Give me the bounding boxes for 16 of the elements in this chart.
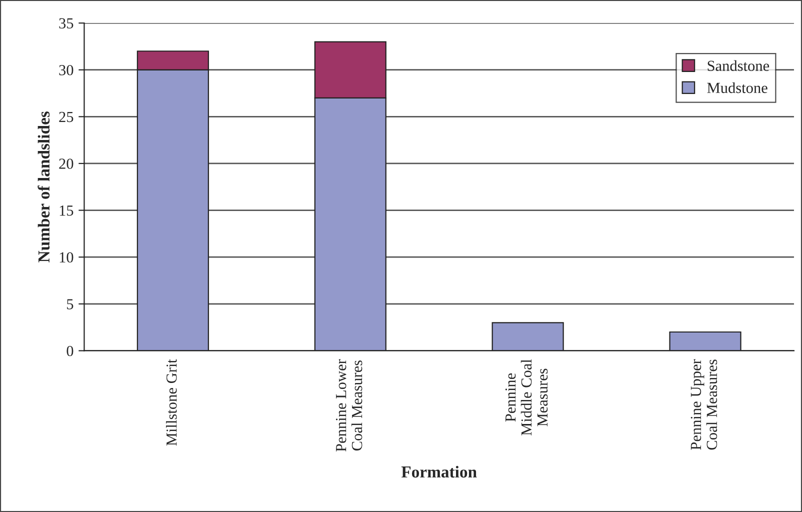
y-tick-label: 10 [60,252,74,263]
y-tick-label: 5 [67,299,74,310]
x-tick-label: Pennine Middle Coal Measures [505,359,548,436]
x-tick-label: Millstone Grit [166,359,177,446]
y-tick-label: 0 [66,346,74,356]
y-tick-label: 20 [59,158,74,169]
x-tick-label: Pennine Upper Coal Measures [690,359,718,450]
y-tick-label: 25 [59,112,74,122]
y-axis-title: Number of landslides [38,111,50,262]
legend-label: Mudstone [707,82,768,94]
y-tick-label: 35 [59,18,74,28]
legend-label: Sandstone [708,60,770,72]
y-tick-label: 15 [60,206,74,216]
x-tick-label: Pennine Lower Coal Measures [336,359,362,452]
x-axis-title: Formation [401,466,477,478]
y-tick-label: 30 [59,64,74,76]
